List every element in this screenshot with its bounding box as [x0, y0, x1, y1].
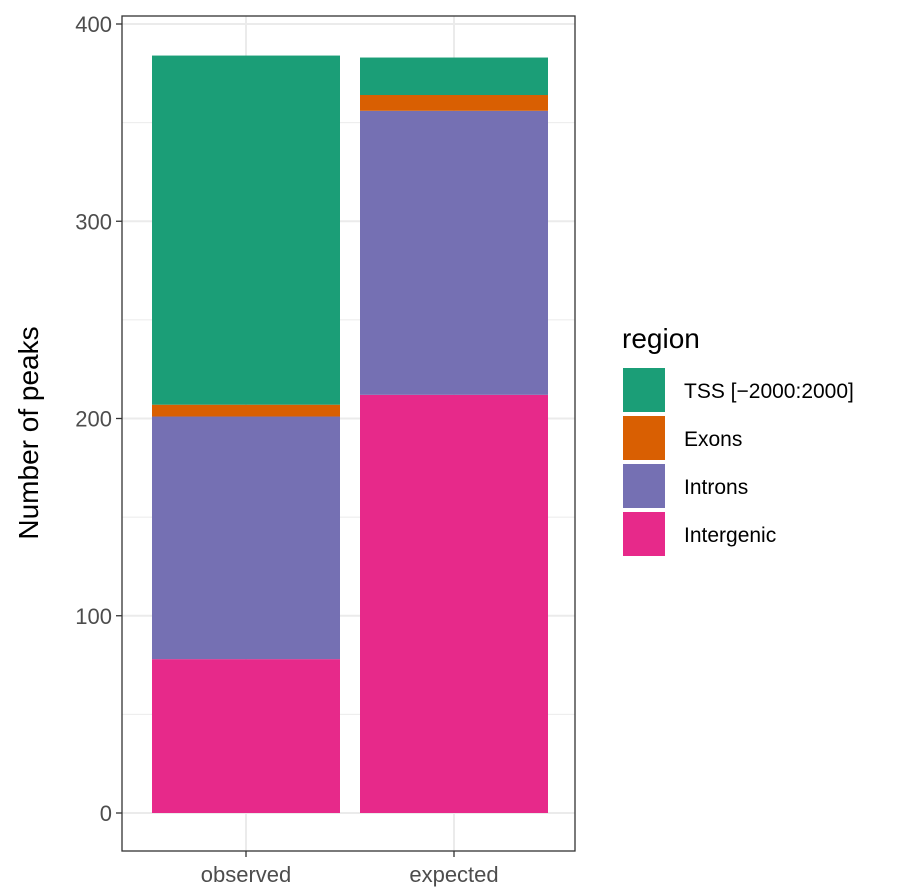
legend-swatch — [623, 512, 665, 556]
legend-title: region — [622, 323, 700, 354]
y-tick-label: 400 — [75, 12, 112, 37]
bar-expected-intergenic — [360, 394, 548, 813]
y-axis: 0 100 200 300 400 — [75, 12, 122, 826]
legend-swatch — [623, 464, 665, 508]
x-axis: observed expected — [201, 851, 499, 887]
x-tick-label-expected: expected — [409, 862, 498, 887]
bar-observed-tss — [152, 55, 340, 405]
bar-observed-exons — [152, 404, 340, 417]
y-tick-label: 300 — [75, 209, 112, 234]
x-tick-label-observed: observed — [201, 862, 292, 887]
bar-observed-introns — [152, 416, 340, 660]
legend: region TSS [−2000:2000] Exons Introns Inter… — [622, 323, 854, 556]
bars — [152, 55, 548, 813]
legend-label: Exons — [684, 428, 742, 451]
y-axis-title: Number of peaks — [13, 326, 44, 539]
legend-label: Intergenic — [684, 524, 776, 547]
plot-panel-border — [121, 15, 576, 852]
bar-expected-tss — [360, 57, 548, 96]
bar-expected-exons — [360, 95, 548, 111]
legend-label: Introns — [684, 476, 748, 499]
legend-swatch — [623, 416, 665, 460]
bar-expected-introns — [360, 110, 548, 395]
y-tick-label: 100 — [75, 604, 112, 629]
y-tick-label: 200 — [75, 407, 112, 432]
bar-observed-intergenic — [152, 659, 340, 813]
legend-label: TSS [−2000:2000] — [684, 380, 854, 403]
legend-swatch — [623, 368, 665, 412]
y-tick-label: 0 — [100, 801, 112, 826]
